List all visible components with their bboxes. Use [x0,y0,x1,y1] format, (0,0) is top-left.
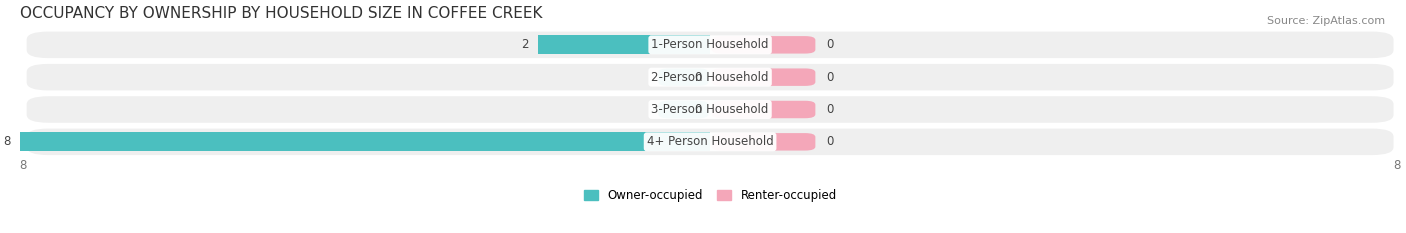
Text: 8: 8 [20,159,27,172]
Text: 8: 8 [4,135,11,148]
Bar [20,132,710,151]
Bar [537,35,710,54]
Text: 8: 8 [1393,159,1400,172]
Text: 2: 2 [522,38,529,51]
FancyBboxPatch shape [27,64,1393,90]
Text: OCCUPANCY BY OWNERSHIP BY HOUSEHOLD SIZE IN COFFEE CREEK: OCCUPANCY BY OWNERSHIP BY HOUSEHOLD SIZE… [20,6,543,21]
Text: 3-Person Household: 3-Person Household [651,103,769,116]
Legend: Owner-occupied, Renter-occupied: Owner-occupied, Renter-occupied [579,184,841,206]
FancyBboxPatch shape [711,36,815,54]
Text: 0: 0 [827,38,834,51]
FancyBboxPatch shape [658,101,709,118]
FancyBboxPatch shape [27,32,1393,58]
Text: 0: 0 [827,135,834,148]
Text: 2-Person Household: 2-Person Household [651,71,769,84]
Text: 0: 0 [695,71,702,84]
FancyBboxPatch shape [711,101,815,118]
Text: 0: 0 [827,103,834,116]
FancyBboxPatch shape [658,69,709,86]
Text: 4+ Person Household: 4+ Person Household [647,135,773,148]
FancyBboxPatch shape [27,129,1393,155]
Text: 0: 0 [695,103,702,116]
Text: 1-Person Household: 1-Person Household [651,38,769,51]
Text: Source: ZipAtlas.com: Source: ZipAtlas.com [1267,16,1385,26]
FancyBboxPatch shape [711,69,815,86]
FancyBboxPatch shape [711,133,815,151]
FancyBboxPatch shape [27,96,1393,123]
Text: 0: 0 [827,71,834,84]
